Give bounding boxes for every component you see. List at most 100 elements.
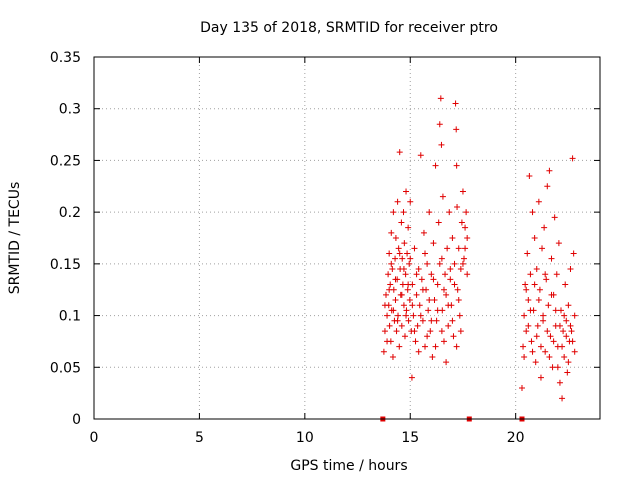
data-point	[553, 271, 560, 278]
data-point	[388, 229, 395, 236]
data-point	[413, 271, 420, 278]
data-point	[532, 359, 539, 366]
data-point	[451, 281, 458, 288]
data-point	[389, 353, 396, 360]
data-point	[422, 343, 429, 350]
data-point	[567, 322, 574, 329]
data-point	[386, 322, 393, 329]
data-point	[455, 297, 462, 304]
data-point	[404, 250, 411, 257]
data-point	[437, 95, 444, 102]
data-point	[459, 188, 466, 195]
data-point	[521, 312, 528, 319]
data-point	[529, 209, 536, 216]
data-point	[559, 343, 566, 350]
data-point	[539, 245, 546, 252]
data-point	[433, 317, 440, 324]
data-point	[562, 281, 569, 288]
data-point	[567, 266, 574, 273]
data-point	[439, 193, 446, 200]
data-point	[527, 307, 534, 314]
x-tick-label: 20	[507, 430, 525, 446]
data-point	[415, 266, 422, 273]
data-point	[405, 317, 412, 324]
data-point	[548, 291, 555, 298]
data-point	[537, 374, 544, 381]
data-point	[431, 297, 438, 304]
data-point	[464, 271, 471, 278]
data-point	[533, 266, 540, 273]
data-point	[455, 245, 462, 252]
data-point	[404, 286, 411, 293]
data-point	[432, 343, 439, 350]
data-point	[395, 245, 402, 252]
axis-ticks: 0 5 10 15 20 0 0.05 0.1 0.15 0.2 0.25 0.3 0.35	[50, 50, 600, 446]
data-point	[434, 307, 441, 314]
data-point	[523, 328, 530, 335]
data-point	[388, 260, 395, 267]
data-point	[453, 126, 460, 133]
data-point	[400, 266, 407, 273]
data-point	[403, 312, 410, 319]
data-point	[544, 328, 551, 335]
data-point	[438, 255, 445, 262]
data-point	[534, 322, 541, 329]
data-point	[521, 353, 528, 360]
data-point	[529, 348, 536, 355]
data-point	[446, 209, 453, 216]
data-point	[426, 297, 433, 304]
data-point	[541, 224, 548, 231]
data-point	[531, 235, 538, 241]
data-point	[386, 250, 393, 257]
y-tick-label: 0.25	[50, 153, 81, 169]
data-point	[546, 353, 553, 360]
data-point	[409, 302, 416, 309]
data-point	[549, 364, 556, 371]
data-point	[459, 260, 466, 267]
data-point	[568, 328, 575, 335]
data-point	[411, 328, 418, 335]
grid	[94, 57, 600, 419]
plot-frame	[93, 56, 601, 420]
data-point	[426, 209, 433, 216]
data-point	[398, 219, 405, 226]
y-tick-label: 0.2	[59, 205, 81, 221]
data-point	[435, 219, 442, 226]
data-point	[569, 155, 576, 162]
data-point	[454, 286, 461, 293]
data-point	[422, 250, 429, 257]
data-point	[396, 149, 403, 156]
data-point	[450, 333, 457, 340]
data-point	[383, 291, 390, 298]
data-point	[447, 276, 454, 283]
data-point	[570, 250, 577, 257]
y-tick-label: 0.15	[50, 257, 81, 273]
data-point	[461, 255, 468, 262]
data-point	[403, 188, 410, 195]
data-point	[400, 302, 407, 309]
data-point	[398, 291, 405, 298]
data-point	[396, 250, 403, 257]
data-point	[561, 312, 568, 319]
data-point	[390, 209, 397, 216]
data-point	[436, 121, 443, 128]
data-point	[425, 307, 432, 314]
data-point	[432, 162, 439, 169]
data-point	[436, 260, 443, 267]
data-point	[381, 328, 388, 335]
data-point	[537, 343, 544, 350]
data-point	[411, 245, 418, 252]
data-point	[561, 353, 568, 360]
data-point	[524, 250, 531, 257]
data-point	[445, 302, 452, 309]
data-point	[531, 281, 538, 288]
data-point	[401, 240, 408, 247]
data-point	[540, 317, 547, 324]
data-point	[571, 312, 578, 319]
data-point	[523, 286, 530, 293]
data-point	[458, 219, 465, 226]
data-point	[463, 209, 470, 216]
data-point	[563, 317, 570, 324]
data-point	[544, 183, 551, 190]
data-point	[525, 297, 532, 304]
